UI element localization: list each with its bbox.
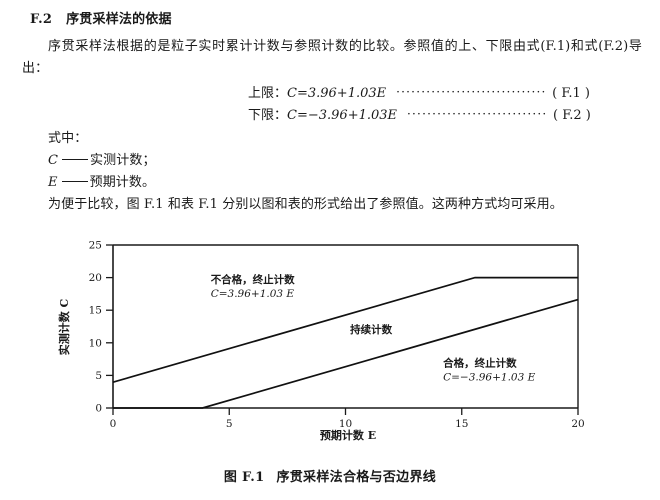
where-symbol-c: C bbox=[48, 153, 59, 168]
x-axis-tick-labels: 0 5 10 15 20 bbox=[110, 418, 585, 430]
where-definition-c: 实测计数； bbox=[90, 153, 156, 168]
formula-f2-leader: ································· bbox=[407, 107, 548, 121]
section-title: 序贯采样法的依据 bbox=[66, 12, 172, 27]
chart-series-group bbox=[112, 276, 579, 409]
where-symbol-e: E bbox=[48, 175, 58, 190]
annotation-reject-region-title: 不合格，终止计数 bbox=[211, 273, 295, 286]
y-axis-ticks bbox=[106, 244, 113, 409]
x-tick-label: 10 bbox=[339, 418, 352, 430]
x-tick-label: 20 bbox=[571, 418, 584, 430]
formula-f1: 上限： C=3.96+1.03E ························… bbox=[248, 82, 590, 101]
y-tick-label: 25 bbox=[89, 240, 102, 252]
formula-f2-expression: C=−3.96+1.03E bbox=[287, 108, 398, 123]
series-upper-limit-line bbox=[112, 276, 578, 383]
where-item-c: C 实测计数； bbox=[48, 150, 156, 172]
formula-f1-leader: ··································· bbox=[396, 85, 547, 99]
y-tick-label: 10 bbox=[89, 337, 102, 349]
annotation-continue-region-title: 持续计数 bbox=[350, 323, 392, 336]
annotation-reject-region-equation: C=3.96+1.03 E bbox=[211, 288, 295, 300]
x-axis-title: 预期计数 E bbox=[320, 428, 376, 442]
figure-caption-number: 图 F.1 bbox=[223, 470, 265, 485]
em-dash-icon bbox=[62, 159, 89, 160]
x-tick-label: 5 bbox=[226, 418, 233, 430]
x-tick-label: 15 bbox=[455, 418, 468, 430]
section-heading: F.2 序贯采样法的依据 bbox=[30, 8, 172, 27]
figure-f1: 0 5 10 15 20 25 0 5 10 15 20 实测计数 C 预期计数 E 不合格，终止… bbox=[0, 228, 660, 500]
formula-f1-expression: C=3.96+1.03E bbox=[287, 86, 387, 101]
intro-paragraph: 序贯采样法根据的是粒子实时累计计数与参照计数的比较。参照值的上、下限由式(F.1… bbox=[22, 39, 642, 76]
em-dash-icon bbox=[61, 181, 88, 182]
annotation-accept-region-title: 合格，终止计数 bbox=[442, 356, 517, 369]
series-lower-limit-line bbox=[113, 298, 579, 409]
where-label: 式中： bbox=[48, 131, 88, 146]
formula-f2-tag: ( F.2 ) bbox=[553, 108, 591, 123]
y-tick-label: 20 bbox=[89, 272, 102, 284]
formula-f2: 下限： C=−3.96+1.03E ·······················… bbox=[248, 104, 591, 123]
formula-f2-label: 下限： bbox=[248, 108, 288, 123]
y-tick-label: 5 bbox=[95, 370, 102, 382]
where-item-e: E 预期计数。 bbox=[48, 172, 155, 194]
annotation-accept-region-equation: C=−3.96+1.03 E bbox=[443, 371, 536, 383]
y-axis-tick-labels: 0 5 10 15 20 25 bbox=[89, 240, 102, 415]
y-tick-label: 15 bbox=[89, 305, 102, 317]
sequential-sampling-boundary-chart: 0 5 10 15 20 25 0 5 10 15 20 实测计数 C 预期计数 E 不合格，终止… bbox=[57, 240, 585, 443]
closing-paragraph: 为便于比较，图 F.1 和表 F.1 分别以图和表的形式给出了参照值。这两种方式… bbox=[48, 197, 563, 212]
y-axis-title: 实测计数 C bbox=[57, 298, 71, 355]
x-tick-label: 0 bbox=[110, 418, 117, 430]
formula-f1-tag: ( F.1 ) bbox=[552, 86, 590, 101]
figure-caption: 图 F.1 序贯采样法合格与否边界线 bbox=[0, 466, 660, 485]
x-axis-ticks bbox=[112, 408, 579, 415]
figure-caption-title: 序贯采样法合格与否边界线 bbox=[276, 470, 437, 485]
formula-f1-label: 上限： bbox=[248, 86, 288, 101]
where-definition-e: 预期计数。 bbox=[89, 175, 156, 190]
y-tick-label: 0 bbox=[95, 403, 102, 415]
chart-annotations: 不合格，终止计数 C=3.96+1.03 E 持续计数 合格，终止计数 C=−3… bbox=[211, 273, 536, 384]
section-number: F.2 bbox=[30, 12, 53, 27]
chart-axes bbox=[112, 244, 579, 409]
